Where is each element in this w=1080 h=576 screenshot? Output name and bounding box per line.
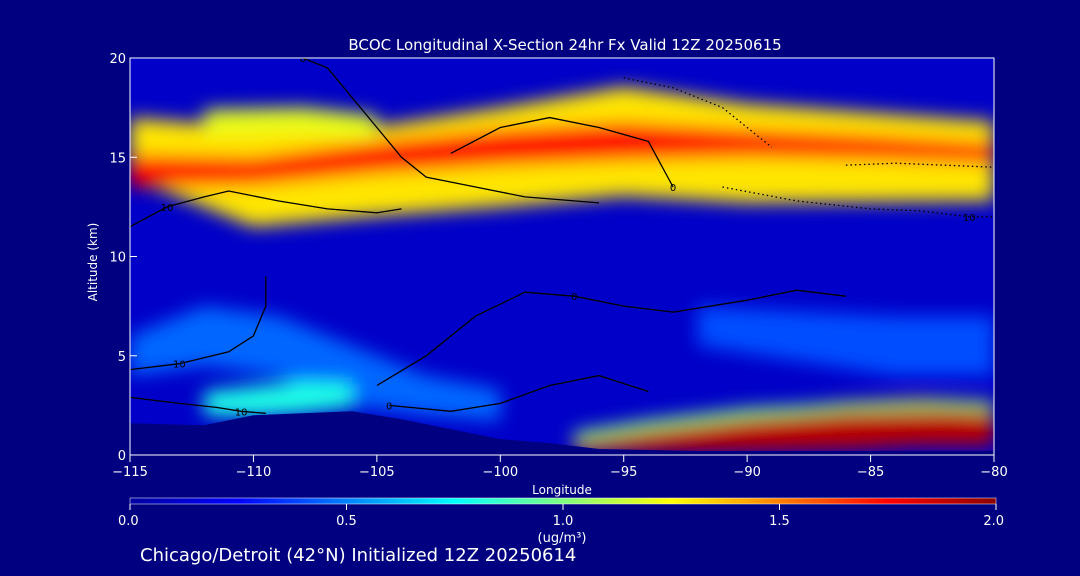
x-tick-label-6: −85 (857, 465, 884, 480)
colorbar-tick-label-4: 2.0 (983, 514, 1004, 529)
x-tick-label-0: −115 (112, 465, 148, 480)
contour-label-6: 0 (386, 401, 392, 412)
contour-line-6 (389, 374, 649, 412)
contour-line-1 (450, 116, 674, 188)
contour-line-0 (302, 58, 600, 204)
contour-lines: 0 0 10 10 10 0 0 10 (130, 54, 994, 418)
x-tick-label-1: −110 (236, 465, 272, 480)
x-tick-label-4: −95 (610, 465, 637, 480)
concentration-band-6 (574, 397, 994, 453)
chart-title: BCOC Longitudinal X-Section 24hr Fx Vali… (348, 36, 781, 54)
terrain-area (130, 411, 994, 455)
contour-line-5 (376, 289, 846, 387)
concentration-band-2 (204, 107, 377, 140)
concentration-field (130, 86, 994, 453)
colorbar-ticks: 0.0 0.5 1.0 1.5 2.0 (118, 504, 1004, 529)
contour-line-8 (623, 77, 773, 148)
x-tick-label-2: −105 (359, 465, 395, 480)
colorbar-tick-label-1: 0.5 (336, 514, 357, 529)
colorbar-tick-label-2: 1.0 (553, 514, 574, 529)
x-axis: −115 −110 −105 −100 −95 −90 −85 −80 (112, 455, 1008, 480)
contour-line-4 (130, 396, 266, 414)
contour-label-4: 10 (235, 407, 248, 418)
terrain-mask (130, 411, 994, 455)
concentration-band-5 (697, 306, 994, 376)
y-tick-label-3: 15 (109, 151, 126, 166)
contour-label-0: 0 (300, 54, 306, 65)
colorbar-tick-label-3: 1.5 (769, 514, 790, 529)
contour-label-3: 10 (173, 360, 186, 371)
y-axis: 0 5 10 15 20 (109, 52, 137, 464)
contour-label-5: 0 (571, 292, 577, 303)
x-tick-label-5: −90 (733, 465, 760, 480)
colorbar-tick-label-0: 0.0 (118, 514, 139, 529)
plot-area: 0 0 10 10 10 0 0 10 (129, 54, 995, 456)
colorbar: 0.0 0.5 1.0 1.5 2.0 (ug/m³) (118, 497, 1004, 546)
y-tick-label-2: 10 (109, 251, 126, 266)
concentration-band-3 (130, 306, 501, 422)
concentration-band-1 (130, 122, 994, 187)
contour-label-1: 0 (670, 183, 676, 194)
y-tick-label-1: 5 (118, 350, 126, 365)
concentration-band-4 (204, 381, 353, 417)
x-tick-label-3: −100 (482, 465, 518, 480)
x-axis-title: Longitude (532, 483, 592, 497)
colorbar-bar (129, 497, 997, 505)
y-axis-title: Altitude (km) (86, 223, 100, 302)
footer-caption: Chicago/Detroit (42°N) Initialized 12Z 2… (140, 545, 576, 566)
contour-label-2: 10 (161, 203, 174, 214)
contour-line-7 (722, 186, 994, 218)
contour-line-3 (130, 276, 267, 371)
x-tick-label-7: −80 (980, 465, 1007, 480)
concentration-band-7 (574, 401, 994, 443)
colorbar-unit-label: (ug/m³) (538, 531, 587, 546)
contour-label-7: 10 (963, 213, 976, 224)
y-tick-label-4: 20 (109, 52, 126, 67)
contour-line-2 (130, 190, 402, 228)
y-tick-label-0: 0 (118, 449, 126, 464)
